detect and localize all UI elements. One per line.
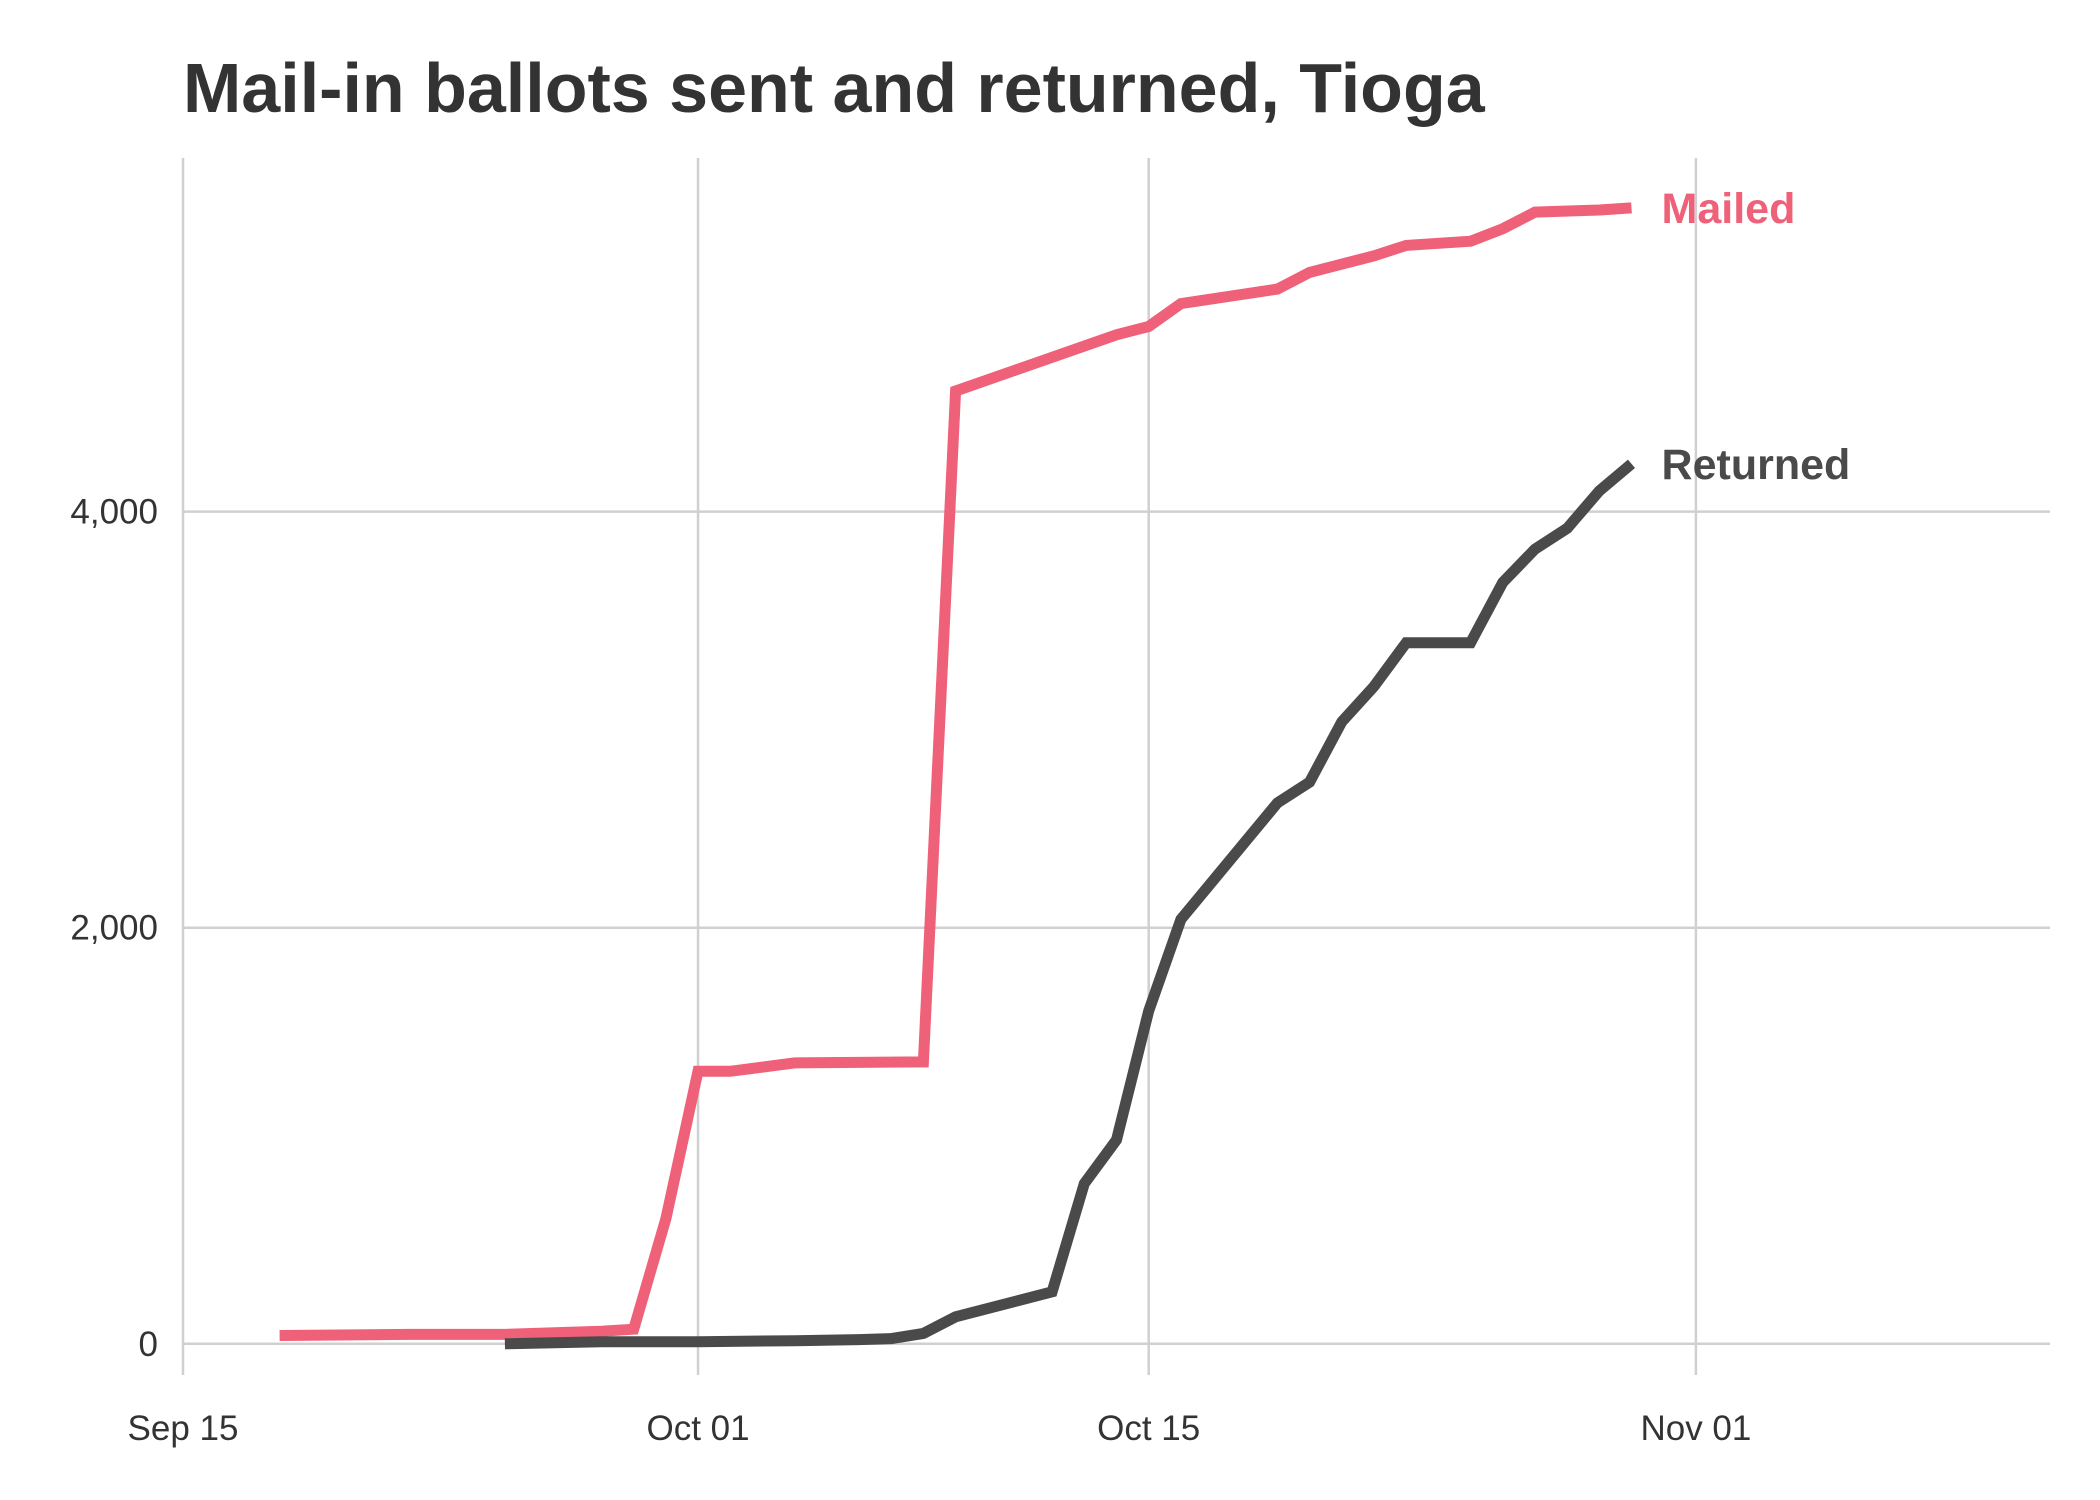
x-tick-label: Nov 01	[1640, 1409, 1751, 1448]
y-tick-label: 4,000	[70, 493, 158, 532]
grid-layer	[181, 158, 2050, 1375]
x-tick-label: Oct 01	[646, 1409, 749, 1448]
series-label-returned: Returned	[1662, 441, 1851, 489]
chart-title: Mail-in ballots sent and returned, Tioga	[183, 49, 1485, 127]
series-layer	[279, 202, 1636, 1350]
x-tick-label: Sep 15	[128, 1409, 239, 1448]
series-labels: Mailed Returned	[1662, 185, 1851, 489]
axis-labels: 0 2,000 4,000 Sep 15 Oct 01 Oct 15 Nov 01	[70, 493, 1751, 1448]
series-line-returned	[504, 459, 1636, 1350]
y-tick-label: 0	[139, 1325, 158, 1364]
x-tick-label: Oct 15	[1097, 1409, 1200, 1448]
series-label-mailed: Mailed	[1662, 185, 1796, 233]
y-tick-label: 2,000	[70, 909, 158, 948]
series-line-mailed	[279, 202, 1632, 1341]
